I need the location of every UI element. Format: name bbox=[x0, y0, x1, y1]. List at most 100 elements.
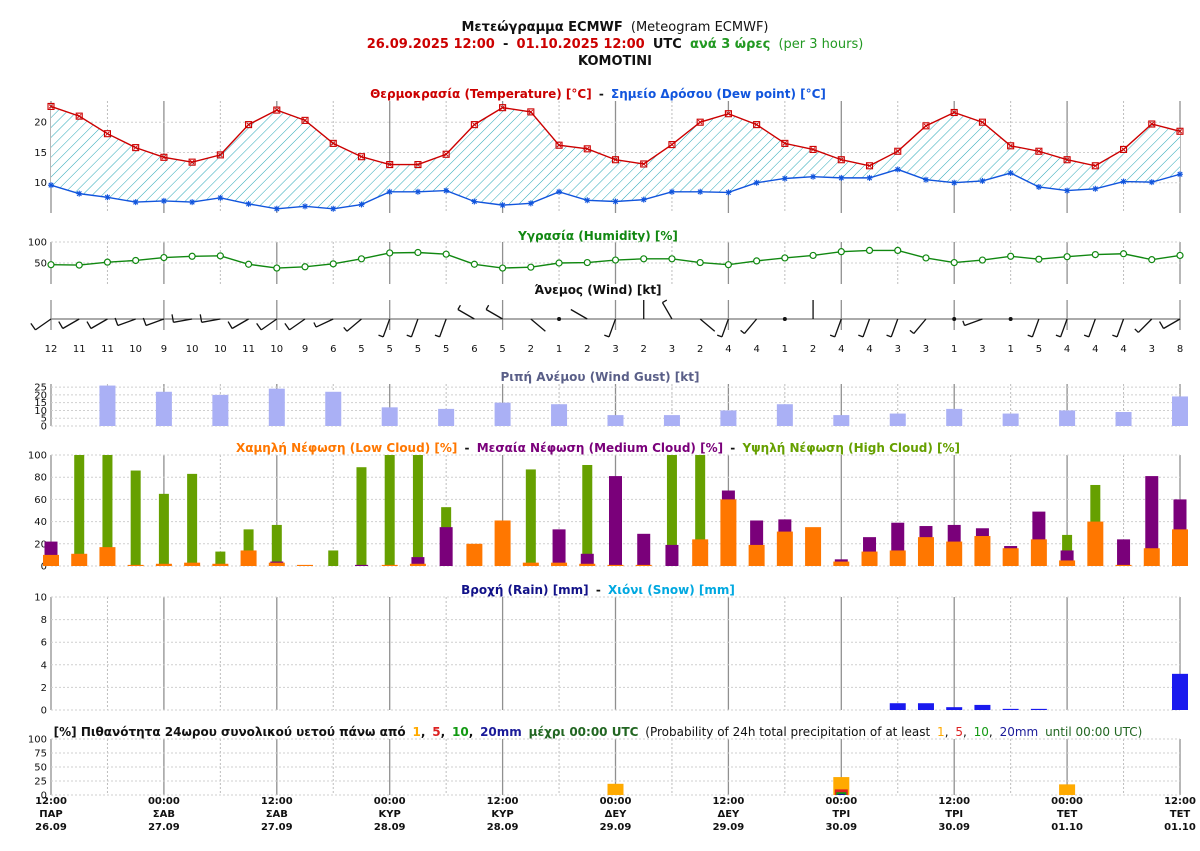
high-cloud-bar bbox=[412, 455, 423, 566]
humidity-point bbox=[1176, 251, 1184, 260]
wind-barb-shaft bbox=[260, 318, 278, 331]
rain-title: Βροχή (Rain) [mm] bbox=[461, 583, 589, 597]
temperature-point-mark bbox=[415, 162, 421, 167]
medium-cloud-bar bbox=[609, 476, 622, 566]
temperature-point-mark bbox=[867, 163, 872, 169]
humidity-point bbox=[583, 258, 591, 267]
dewpoint-point bbox=[1120, 178, 1127, 185]
wind-speed-label: 11 bbox=[73, 344, 86, 355]
wind-barb bbox=[434, 318, 447, 338]
low-cloud-bar bbox=[127, 564, 144, 566]
temperature-point bbox=[894, 147, 902, 155]
dewpoint-point bbox=[979, 177, 986, 184]
wind-speed-label: 10 bbox=[270, 344, 283, 355]
temperature-point bbox=[103, 130, 111, 138]
humidity-point bbox=[668, 255, 676, 263]
humidity-point bbox=[160, 253, 168, 262]
rain-bar bbox=[1172, 673, 1188, 710]
wind-speed-label: 10 bbox=[129, 344, 142, 355]
low-cloud-bar bbox=[946, 541, 963, 566]
dewpoint-point bbox=[838, 174, 845, 181]
prob-bar-1mm bbox=[1059, 784, 1076, 795]
dewpoint-point bbox=[527, 200, 534, 207]
low-cloud-title: Χαμηλή Νέφωση (Low Cloud) [%] bbox=[236, 441, 457, 455]
dewpoint-point bbox=[273, 205, 280, 212]
wind-barb-feather bbox=[378, 334, 384, 338]
temperature-point-mark bbox=[76, 113, 82, 119]
wind-barb-feather bbox=[1134, 328, 1139, 333]
humidity-point bbox=[837, 248, 845, 256]
prob-title-en-comma-3: , bbox=[989, 725, 993, 739]
high-cloud-bar bbox=[695, 455, 706, 566]
medium-cloud-bar bbox=[354, 564, 368, 566]
title-main: Μετεώγραμμα ECMWF bbox=[461, 20, 622, 35]
time-tick-date: 30.09 bbox=[938, 822, 970, 833]
wind-barb bbox=[114, 317, 136, 327]
dewpoint-point bbox=[443, 187, 450, 194]
wind-barb bbox=[1008, 317, 1013, 321]
high-cloud-bar bbox=[356, 467, 367, 566]
prob-title-1: 1 bbox=[412, 725, 420, 739]
time-tick: 12:00 ΔΕΥ 29.09 bbox=[712, 796, 744, 833]
gust-bar bbox=[720, 410, 737, 426]
prob-title-en-10: 10 bbox=[974, 725, 989, 739]
humidity-point bbox=[357, 255, 366, 263]
low-cloud-bar bbox=[43, 554, 59, 566]
rain-bar bbox=[1002, 708, 1019, 710]
humidity-point bbox=[301, 263, 309, 271]
time-tick-time: 12:00 bbox=[261, 796, 293, 807]
temperature-point bbox=[611, 156, 620, 164]
wind-barb-feather bbox=[1112, 334, 1118, 338]
prob-title-20: 20mm bbox=[480, 725, 522, 739]
gust-panel-title: Ριπή Ανέμου (Wind Gust) [kt] bbox=[501, 370, 700, 384]
wind-barb-feather bbox=[886, 334, 892, 338]
gust-bar bbox=[607, 415, 624, 426]
wind-barb-feather bbox=[142, 317, 147, 326]
prob-panel-title: [%] Πιθανότητα 24ωρου συνολικού υετού πά… bbox=[54, 725, 1143, 739]
temperature-point-mark bbox=[1008, 143, 1013, 149]
wind-barb-shaft bbox=[145, 318, 165, 327]
wind-barb-feather bbox=[171, 314, 175, 323]
wind-speed-label: 4 bbox=[838, 344, 844, 355]
gust-ytick-label: 25 bbox=[34, 383, 47, 394]
title-sub: (Meteogram ECMWF) bbox=[631, 20, 769, 35]
humidity-point bbox=[1091, 251, 1099, 259]
wind-barb bbox=[661, 299, 673, 320]
wind-barb bbox=[284, 318, 306, 331]
temperature-point bbox=[329, 139, 337, 147]
wind-barb bbox=[86, 318, 108, 330]
wind-speed-label: 5 bbox=[387, 344, 393, 355]
temperature-point-mark bbox=[302, 118, 308, 123]
temperature-point bbox=[1176, 127, 1184, 135]
time-tick-day: ΤΡΙ bbox=[832, 809, 850, 820]
wind-speed-label: 5 bbox=[443, 344, 449, 355]
wind-speed-label: 1 bbox=[1007, 344, 1013, 355]
humidity-point bbox=[386, 249, 394, 257]
humidity-point bbox=[950, 258, 958, 267]
wind-barb-feather bbox=[485, 304, 490, 310]
wind-speed-label: 4 bbox=[1064, 344, 1070, 355]
wind-speed-label: 3 bbox=[612, 344, 618, 355]
low-cloud-bar bbox=[71, 553, 88, 566]
temperature-point-mark bbox=[895, 148, 901, 154]
wind-speed-label: 5 bbox=[499, 344, 505, 355]
prob-title-en-1: 1 bbox=[937, 725, 945, 739]
temperature-point bbox=[837, 156, 845, 164]
rain-bar bbox=[917, 703, 934, 710]
medium-cloud-bar bbox=[411, 557, 425, 566]
time-tick-day: ΔΕΥ bbox=[717, 809, 740, 820]
wind-speed-label: 11 bbox=[101, 344, 114, 355]
low-cloud-bar bbox=[1115, 564, 1132, 566]
temperature-point bbox=[273, 106, 281, 114]
high-cloud-bar bbox=[666, 455, 677, 566]
time-tick-day: ΚΥΡ bbox=[491, 809, 513, 820]
rain-title-sep: - bbox=[596, 583, 601, 597]
prob-title-comma-3: , bbox=[469, 725, 474, 739]
prob-title-en: (Probability of 24h total precipitation … bbox=[645, 725, 930, 739]
period-step-en: (per 3 hours) bbox=[778, 37, 863, 52]
cloud-ytick-label: 80 bbox=[34, 473, 47, 484]
wind-barb bbox=[378, 318, 391, 338]
low-cloud-bar bbox=[833, 561, 850, 566]
low-cloud-bar bbox=[692, 539, 709, 566]
